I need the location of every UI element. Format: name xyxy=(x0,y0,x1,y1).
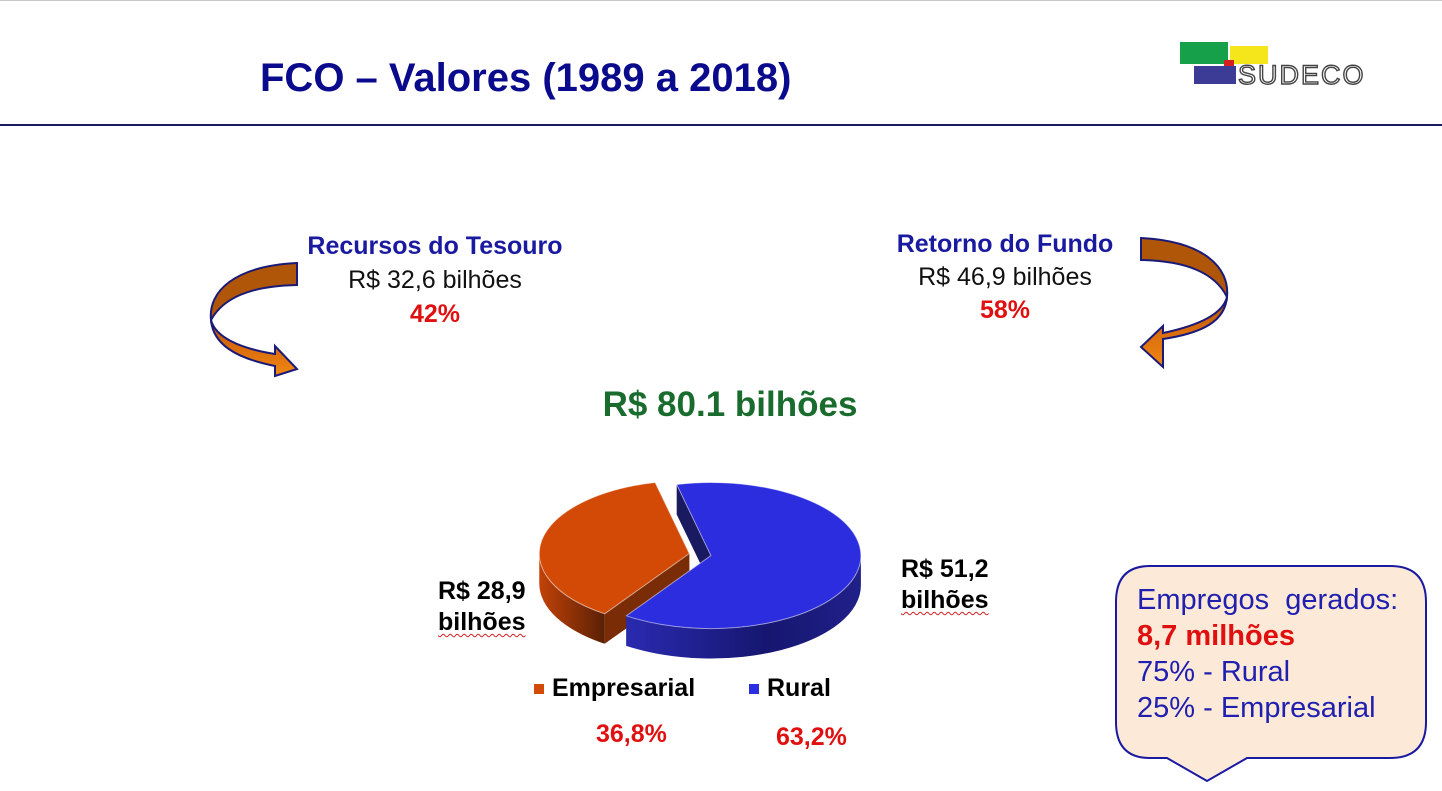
jobs-title: Empregos gerados: xyxy=(1137,584,1399,616)
slice-empresarial-side xyxy=(539,553,605,644)
slice-empresarial-top xyxy=(538,481,690,615)
legend-item-rural: Rural xyxy=(749,674,831,703)
total-value: R$ 80.1 bilhões xyxy=(602,385,858,424)
pie-chart xyxy=(538,481,862,659)
empresarial-value-line1: R$ 28,9 xyxy=(438,577,526,605)
curved-arrow-right-icon xyxy=(1139,236,1229,370)
logo-red-block xyxy=(1224,60,1234,68)
treasury-value: R$ 32,6 bilhões xyxy=(348,266,522,294)
slice-empresarial xyxy=(538,481,690,644)
legend-label-rural: Rural xyxy=(767,674,831,702)
legend-label-empresarial: Empresarial xyxy=(552,674,696,702)
logo-yellow-block xyxy=(1230,46,1268,64)
logo-text: SUDECO xyxy=(1237,59,1366,90)
rural-percent-label: 63,2% xyxy=(776,723,847,751)
fund-return-percent: 58% xyxy=(979,296,1031,324)
slice-empresarial-cut-wall xyxy=(604,553,690,644)
fund-return-title: Retorno do Fundo xyxy=(896,230,1114,258)
logo-green-block xyxy=(1180,42,1228,64)
empresarial-value-line2: bilhões xyxy=(438,608,526,636)
jobs-callout-bubble xyxy=(1115,565,1427,783)
rural-value-line1: R$ 51,2 xyxy=(901,555,989,583)
fund-return-value: R$ 46,9 bilhões xyxy=(918,263,1092,291)
jobs-total: 8,7 milhões xyxy=(1137,620,1295,652)
slice-rural xyxy=(625,482,862,659)
jobs-callout-text: Empregos gerados: 8,7 milhões 75% - Rura… xyxy=(1137,582,1398,726)
header-divider xyxy=(0,124,1442,126)
top-border xyxy=(0,0,1442,1)
slide-title: FCO – Valores (1989 a 2018) xyxy=(260,56,792,100)
legend-swatch-rural xyxy=(749,683,759,694)
rural-value-label: R$ 51,2 bilhões xyxy=(901,554,989,616)
empresarial-percent-label: 36,8% xyxy=(596,720,667,748)
sudeco-logo: SUDECO xyxy=(1178,40,1392,91)
slice-rural-side xyxy=(626,555,861,659)
legend-item-empresarial: Empresarial xyxy=(534,674,695,703)
slice-rural-top xyxy=(625,482,862,630)
slice-rural-cut-wall xyxy=(676,484,711,586)
treasury-title: Recursos do Tesouro xyxy=(307,232,563,260)
treasury-percent: 42% xyxy=(409,300,461,328)
logo-blue-block xyxy=(1194,66,1236,84)
rural-value-line2: bilhões xyxy=(901,586,989,614)
jobs-business: 25% - Empresarial xyxy=(1137,692,1376,724)
jobs-rural: 75% - Rural xyxy=(1137,656,1291,688)
curved-arrow-left-icon xyxy=(209,261,299,378)
legend-swatch-empresarial xyxy=(534,683,544,694)
empresarial-value-label: R$ 28,9 bilhões xyxy=(438,576,526,638)
